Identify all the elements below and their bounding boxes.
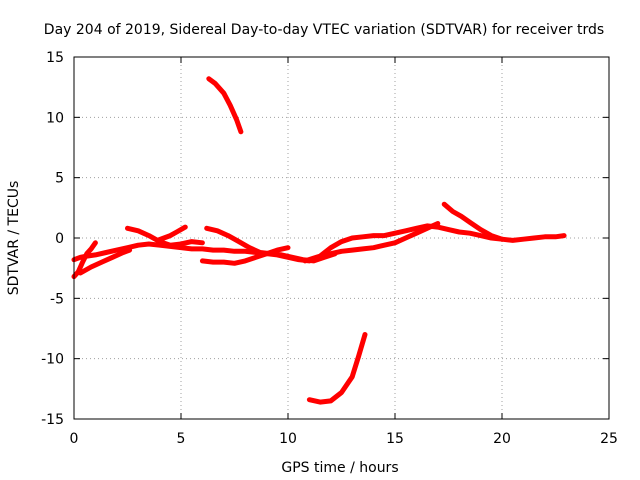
x-tick-label: 15 [386, 431, 404, 447]
series-line-arc-d [125, 225, 205, 248]
y-tick-label: 15 [46, 50, 64, 66]
x-axis-label: GPS time / hours [281, 460, 398, 476]
x-tick-label: 20 [493, 431, 511, 447]
series-layer [71, 76, 567, 405]
y-tick-label: -15 [41, 412, 64, 428]
y-tick-label: 0 [55, 231, 64, 247]
y-tick-label: 10 [46, 110, 64, 126]
x-tick-label: 25 [600, 431, 618, 447]
series-line-arc-b [71, 221, 441, 264]
series-line-arc-h [199, 245, 291, 266]
series-line-arc-k [441, 201, 505, 242]
y-tick-label: -5 [50, 291, 64, 307]
series-line-arc-f [206, 76, 244, 135]
y-axis-label: SDTVAR / TECUs [6, 181, 22, 296]
x-tick-label: 0 [70, 431, 79, 447]
series-line-arc-c [77, 247, 133, 276]
x-tick-label: 10 [279, 431, 297, 447]
series-line-arc-e [155, 224, 188, 243]
chart-title: Day 204 of 2019, Sidereal Day-to-day VTE… [44, 22, 604, 38]
x-tick-label: 5 [177, 431, 186, 447]
y-tick-label: 5 [55, 171, 64, 187]
series-line-arc-i [306, 332, 368, 405]
axis-ticks: 0 5 10 15 20 25 -15 -10 -5 0 5 10 15 [41, 50, 618, 447]
series-line-arc-j [302, 223, 567, 264]
y-tick-label: -10 [41, 352, 64, 368]
